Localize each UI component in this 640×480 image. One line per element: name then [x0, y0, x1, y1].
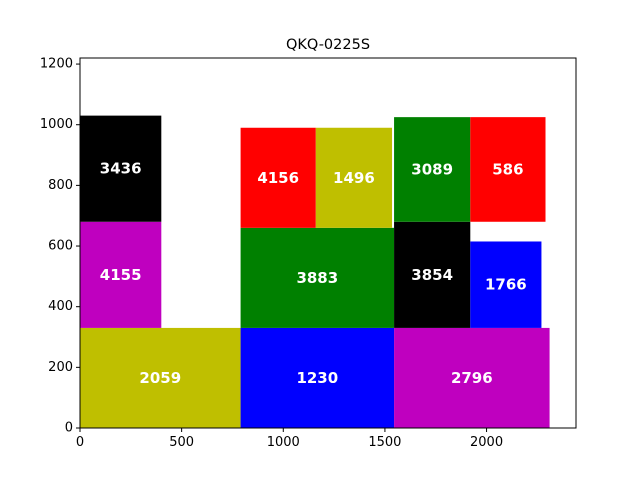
bar-2: [394, 327, 550, 428]
bar-4: [80, 115, 162, 222]
bar-label-6: 4156: [257, 169, 299, 187]
axes: 0 500 1000 1500 2000 0 200 400 600 800 1000 1200: [40, 57, 577, 450]
bar-5: [240, 227, 395, 328]
y-tick-label-2: 400: [48, 299, 73, 314]
plot-frame: [79, 57, 577, 429]
bar-label-7: 1496: [333, 169, 375, 187]
bar-11: [470, 117, 546, 222]
bar-label-10: 3089: [411, 160, 453, 178]
bar-labels-layer: 2059 1230 2796 4155 3436 3883 4156 1496 3854 1766…: [100, 160, 527, 387]
bar-label-5: 3883: [296, 269, 338, 287]
y-tick-label-0: 0: [65, 421, 73, 436]
y-tick-label-3: 600: [48, 239, 73, 254]
bar-label-8: 3854: [411, 266, 453, 284]
x-tick-label-4: 2000: [470, 435, 503, 450]
bar-label-9: 1766: [485, 276, 527, 294]
y-tick-label-4: 800: [48, 178, 73, 193]
bars-layer: [80, 115, 550, 428]
bar-label-0: 2059: [139, 369, 181, 387]
bar-label-4: 3436: [100, 160, 142, 178]
bar-9: [470, 241, 542, 328]
x-tick-label-1: 500: [169, 435, 194, 450]
x-tick-label-2: 1000: [267, 435, 300, 450]
bar-8: [394, 221, 471, 328]
bar-7: [315, 127, 393, 228]
x-tick-label-0: 0: [76, 435, 84, 450]
y-tick-label-6: 1200: [40, 57, 73, 72]
bar-0: [80, 327, 241, 428]
bar-6: [240, 127, 316, 228]
x-tick-label-3: 1500: [368, 435, 401, 450]
bar-label-2: 2796: [451, 369, 493, 387]
bar-label-11: 586: [492, 160, 523, 178]
bar-label-1: 1230: [296, 369, 338, 387]
y-tick-label-1: 200: [48, 360, 73, 375]
chart-title: QKQ-0225S: [286, 37, 370, 53]
bar-10: [394, 117, 471, 222]
bar-label-3: 4155: [100, 266, 142, 284]
y-tick-label-5: 1000: [40, 117, 73, 132]
bar-1: [240, 327, 395, 428]
bar-3: [80, 221, 162, 328]
